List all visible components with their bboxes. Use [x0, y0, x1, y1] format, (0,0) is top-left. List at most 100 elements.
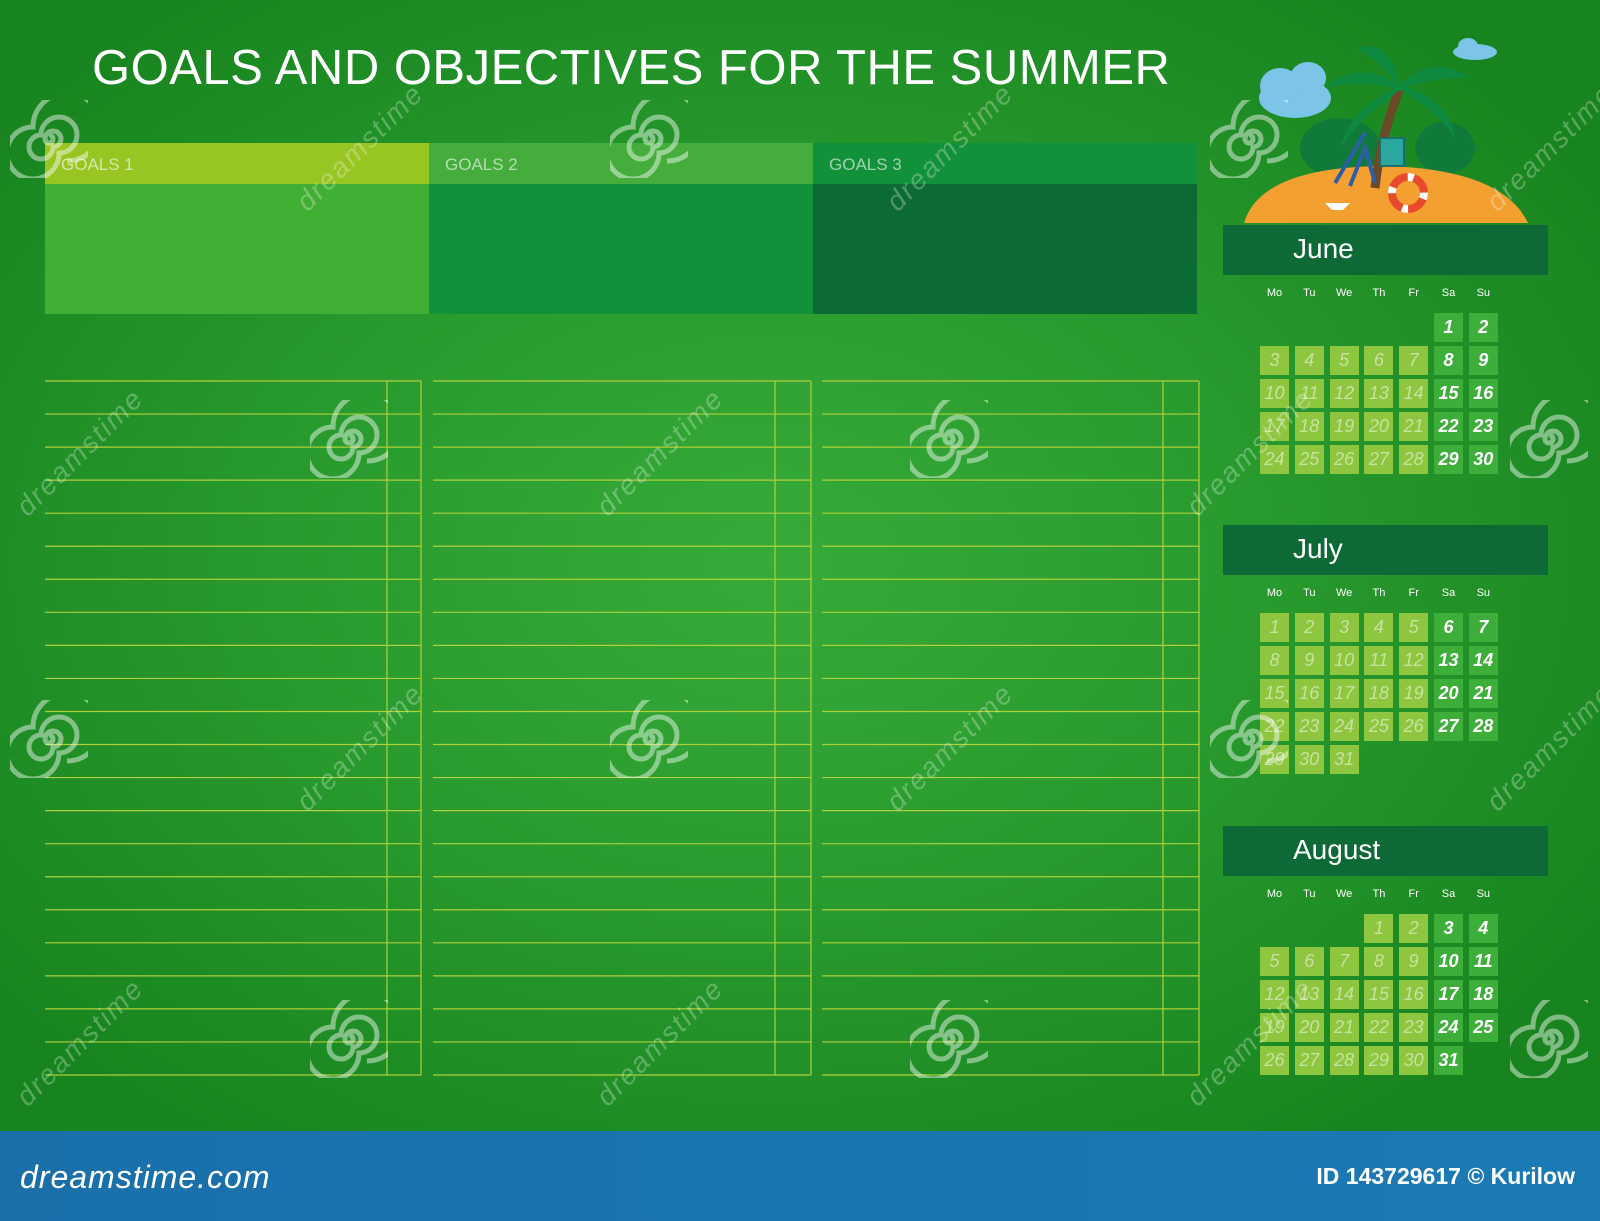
calendar-day[interactable]: 5	[1260, 947, 1289, 976]
calendar-day[interactable]: 29	[1364, 1046, 1394, 1075]
calendar-day[interactable]: 9	[1468, 346, 1498, 375]
calendar-day[interactable]: 10	[1260, 379, 1289, 408]
calendar-day[interactable]: 18	[1364, 679, 1394, 708]
calendar-day[interactable]: 1	[1434, 313, 1463, 342]
calendar-day[interactable]: 10	[1329, 646, 1359, 675]
calendar-day[interactable]: 7	[1399, 346, 1429, 375]
calendar-day[interactable]: 1	[1364, 914, 1394, 943]
calendar-day[interactable]: 25	[1468, 1013, 1498, 1042]
calendar-day[interactable]: 2	[1294, 613, 1324, 642]
calendar-day[interactable]: 23	[1399, 1013, 1429, 1042]
calendar-day[interactable]: 27	[1364, 445, 1394, 474]
calendar-day[interactable]: 19	[1329, 412, 1359, 441]
calendar-day[interactable]: 16	[1468, 379, 1498, 408]
calendar-day[interactable]: 17	[1434, 980, 1463, 1009]
calendar-day[interactable]: 4	[1468, 914, 1498, 943]
goals-1-box[interactable]	[45, 184, 429, 314]
calendar-day[interactable]: 24	[1260, 445, 1289, 474]
calendar-day[interactable]: 14	[1399, 379, 1429, 408]
calendar-day[interactable]: 19	[1260, 1013, 1289, 1042]
calendar-day[interactable]: 12	[1399, 646, 1429, 675]
lined-sheet-2[interactable]	[433, 380, 812, 1076]
calendar-day[interactable]: 4	[1364, 613, 1394, 642]
calendar-day[interactable]: 5	[1399, 613, 1429, 642]
calendar-day[interactable]: 8	[1260, 646, 1289, 675]
calendar-day[interactable]: 13	[1434, 646, 1463, 675]
calendar-day[interactable]: 11	[1364, 646, 1394, 675]
calendar-day[interactable]: 29	[1434, 445, 1463, 474]
calendar-day[interactable]: 14	[1329, 980, 1359, 1009]
calendar-day[interactable]: 17	[1329, 679, 1359, 708]
calendar-day[interactable]: 28	[1468, 712, 1498, 741]
lined-sheet-3[interactable]	[822, 380, 1200, 1076]
calendar-day[interactable]: 3	[1260, 346, 1289, 375]
calendar-day[interactable]: 3	[1434, 914, 1463, 943]
goals-3-box[interactable]	[813, 184, 1197, 314]
footer-logo[interactable]: dreamstime.com	[20, 1159, 271, 1195]
calendar-day[interactable]: 24	[1329, 712, 1359, 741]
calendar-day[interactable]: 13	[1364, 379, 1394, 408]
calendar-day[interactable]: 6	[1434, 613, 1463, 642]
calendar-day[interactable]: 27	[1434, 712, 1463, 741]
calendar-day[interactable]: 12	[1260, 980, 1289, 1009]
calendar-day[interactable]: 16	[1294, 679, 1324, 708]
calendar-day[interactable]: 20	[1434, 679, 1463, 708]
calendar-day[interactable]: 7	[1329, 947, 1359, 976]
calendar-day[interactable]: 2	[1468, 313, 1498, 342]
calendar-day[interactable]: 24	[1434, 1013, 1463, 1042]
calendar-day[interactable]: 20	[1364, 412, 1394, 441]
calendar-day[interactable]: 10	[1434, 947, 1463, 976]
calendar-day[interactable]: 9	[1399, 947, 1429, 976]
calendar-day[interactable]: 30	[1399, 1046, 1429, 1075]
calendar-day[interactable]: 26	[1399, 712, 1429, 741]
calendar-day[interactable]: 22	[1260, 712, 1289, 741]
calendar-day[interactable]: 1	[1260, 613, 1289, 642]
calendar-day[interactable]: 25	[1294, 445, 1324, 474]
calendar-day[interactable]: 11	[1468, 947, 1498, 976]
calendar-day[interactable]: 4	[1294, 346, 1324, 375]
calendar-day[interactable]: 22	[1434, 412, 1463, 441]
calendar-day[interactable]: 14	[1468, 646, 1498, 675]
calendar-day[interactable]: 23	[1294, 712, 1324, 741]
calendar-day[interactable]: 29	[1260, 745, 1289, 774]
calendar-day[interactable]: 11	[1294, 379, 1324, 408]
calendar-day[interactable]: 26	[1260, 1046, 1289, 1075]
calendar-day[interactable]: 28	[1399, 445, 1429, 474]
calendar-day[interactable]: 13	[1294, 980, 1324, 1009]
calendar-day[interactable]: 6	[1364, 346, 1394, 375]
calendar-day[interactable]: 21	[1468, 679, 1498, 708]
calendar-day[interactable]: 31	[1434, 1046, 1463, 1075]
calendar-day[interactable]: 19	[1399, 679, 1429, 708]
calendar-day[interactable]: 8	[1364, 947, 1394, 976]
calendar-day[interactable]: 6	[1294, 947, 1324, 976]
calendar-day[interactable]: 21	[1329, 1013, 1359, 1042]
calendar-day[interactable]: 17	[1260, 412, 1289, 441]
calendar-day[interactable]: 15	[1364, 980, 1394, 1009]
calendar-day[interactable]: 30	[1468, 445, 1498, 474]
calendar-day[interactable]: 31	[1329, 745, 1359, 774]
calendar-day[interactable]: 20	[1294, 1013, 1324, 1042]
calendar-day[interactable]: 30	[1294, 745, 1324, 774]
calendar-day[interactable]: 12	[1329, 379, 1359, 408]
calendar-day[interactable]: 26	[1329, 445, 1359, 474]
calendar-day[interactable]: 2	[1399, 914, 1429, 943]
calendar-day[interactable]: 23	[1468, 412, 1498, 441]
calendar-day[interactable]: 3	[1329, 613, 1359, 642]
calendar-day[interactable]: 18	[1468, 980, 1498, 1009]
calendar-day[interactable]: 9	[1294, 646, 1324, 675]
calendar-day[interactable]: 27	[1294, 1046, 1324, 1075]
watermark-spiral-icon	[1504, 390, 1600, 482]
calendar-day[interactable]: 5	[1329, 346, 1359, 375]
calendar-day[interactable]: 18	[1294, 412, 1324, 441]
calendar-day[interactable]: 15	[1434, 379, 1463, 408]
lined-sheet-1[interactable]	[45, 380, 422, 1076]
calendar-day[interactable]: 8	[1434, 346, 1463, 375]
calendar-day[interactable]: 21	[1399, 412, 1429, 441]
calendar-day[interactable]: 15	[1260, 679, 1289, 708]
calendar-day[interactable]: 25	[1364, 712, 1394, 741]
calendar-day[interactable]: 22	[1364, 1013, 1394, 1042]
calendar-day[interactable]: 16	[1399, 980, 1429, 1009]
calendar-day[interactable]: 7	[1468, 613, 1498, 642]
calendar-day[interactable]: 28	[1329, 1046, 1359, 1075]
goals-2-box[interactable]	[429, 184, 813, 314]
